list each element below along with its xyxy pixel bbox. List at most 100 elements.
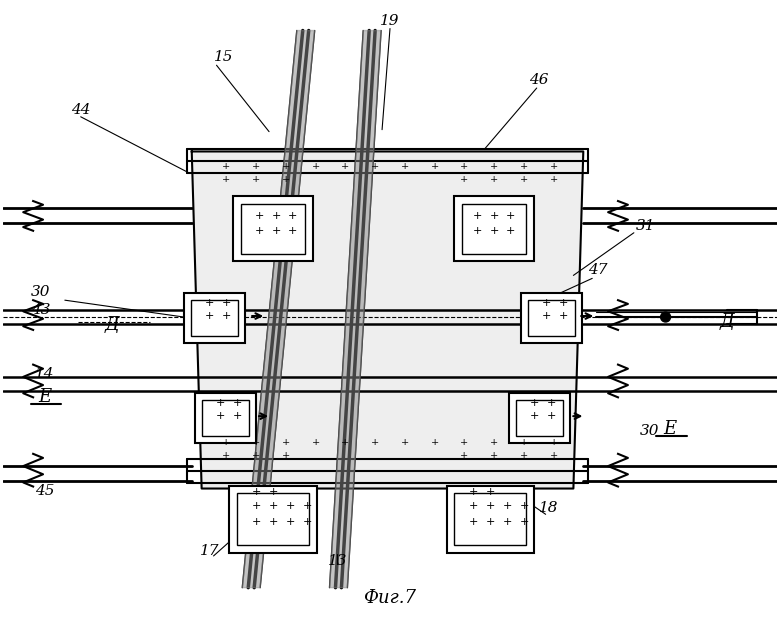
Text: +: + xyxy=(254,226,264,236)
Text: 19: 19 xyxy=(381,13,399,28)
Text: +: + xyxy=(342,162,349,171)
Text: Е: Е xyxy=(38,388,51,406)
Text: 18: 18 xyxy=(539,501,558,515)
Text: +: + xyxy=(519,438,528,447)
Text: +: + xyxy=(286,501,296,511)
Text: +: + xyxy=(519,175,528,184)
Text: +: + xyxy=(282,438,290,447)
Text: +: + xyxy=(469,501,478,511)
Text: +: + xyxy=(530,411,540,421)
Text: Д: Д xyxy=(105,316,120,334)
Text: +: + xyxy=(490,438,498,447)
Bar xyxy=(191,300,239,336)
Text: +: + xyxy=(216,398,225,408)
Bar xyxy=(446,486,534,553)
Text: +: + xyxy=(549,175,558,184)
Bar xyxy=(237,493,309,545)
Text: +: + xyxy=(520,517,530,527)
Text: Е: Е xyxy=(663,420,676,438)
Polygon shape xyxy=(192,152,583,488)
Text: 30: 30 xyxy=(640,424,659,438)
Text: 44: 44 xyxy=(71,103,90,117)
Text: +: + xyxy=(254,211,264,221)
Text: +: + xyxy=(473,211,482,221)
Text: +: + xyxy=(222,175,231,184)
Text: 45: 45 xyxy=(35,483,55,497)
Text: +: + xyxy=(342,438,349,447)
Bar xyxy=(528,300,576,336)
Text: +: + xyxy=(282,451,290,460)
Text: +: + xyxy=(401,438,409,447)
Text: +: + xyxy=(303,501,313,511)
Text: +: + xyxy=(268,488,278,497)
Bar xyxy=(241,204,305,253)
Text: +: + xyxy=(288,211,297,221)
Text: +: + xyxy=(252,175,261,184)
Text: +: + xyxy=(485,501,495,511)
Text: +: + xyxy=(311,438,320,447)
Bar xyxy=(229,486,317,553)
Text: +: + xyxy=(503,517,512,527)
Text: +: + xyxy=(489,226,498,236)
Text: +: + xyxy=(542,298,551,308)
Bar xyxy=(184,293,245,343)
Text: +: + xyxy=(222,438,231,447)
Text: +: + xyxy=(490,175,498,184)
Text: +: + xyxy=(490,451,498,460)
Text: +: + xyxy=(506,226,516,236)
Text: +: + xyxy=(205,298,215,308)
Text: +: + xyxy=(222,298,231,308)
Bar xyxy=(509,394,570,443)
Text: +: + xyxy=(558,298,568,308)
Text: +: + xyxy=(519,162,528,171)
Bar xyxy=(195,394,256,443)
Text: +: + xyxy=(222,162,231,171)
Text: +: + xyxy=(252,438,261,447)
Text: +: + xyxy=(549,451,558,460)
Text: 43: 43 xyxy=(31,303,51,317)
Text: +: + xyxy=(460,451,469,460)
Text: +: + xyxy=(460,438,469,447)
Text: +: + xyxy=(252,162,261,171)
Polygon shape xyxy=(243,31,314,588)
Text: 15: 15 xyxy=(214,51,233,64)
Bar xyxy=(455,493,526,545)
Text: +: + xyxy=(530,398,540,408)
Text: +: + xyxy=(473,226,482,236)
Text: 13: 13 xyxy=(328,554,347,568)
Text: Д: Д xyxy=(720,313,734,331)
Text: +: + xyxy=(252,451,261,460)
Text: +: + xyxy=(506,211,516,221)
Text: +: + xyxy=(371,162,379,171)
Text: Фиг.7: Фиг.7 xyxy=(363,589,417,607)
Text: +: + xyxy=(268,517,278,527)
Text: +: + xyxy=(251,501,261,511)
Text: +: + xyxy=(271,226,281,236)
Text: +: + xyxy=(268,501,278,511)
Text: +: + xyxy=(547,398,556,408)
Text: +: + xyxy=(431,162,438,171)
Text: +: + xyxy=(222,451,231,460)
Text: +: + xyxy=(401,162,409,171)
Text: +: + xyxy=(460,175,469,184)
Text: +: + xyxy=(503,501,512,511)
Text: +: + xyxy=(485,488,495,497)
Text: +: + xyxy=(251,517,261,527)
Bar xyxy=(516,400,563,436)
Text: 31: 31 xyxy=(636,219,655,233)
Bar xyxy=(202,400,250,436)
Text: 14: 14 xyxy=(35,367,55,381)
Text: +: + xyxy=(489,211,498,221)
Text: +: + xyxy=(485,517,495,527)
Text: +: + xyxy=(282,162,290,171)
Text: +: + xyxy=(222,311,231,321)
Text: +: + xyxy=(460,162,469,171)
Text: +: + xyxy=(232,398,242,408)
Text: +: + xyxy=(558,311,568,321)
Text: 47: 47 xyxy=(588,264,608,277)
Text: +: + xyxy=(205,311,215,321)
Text: +: + xyxy=(431,438,438,447)
Text: 46: 46 xyxy=(529,73,548,87)
Text: +: + xyxy=(371,438,379,447)
Text: 17: 17 xyxy=(200,544,219,558)
